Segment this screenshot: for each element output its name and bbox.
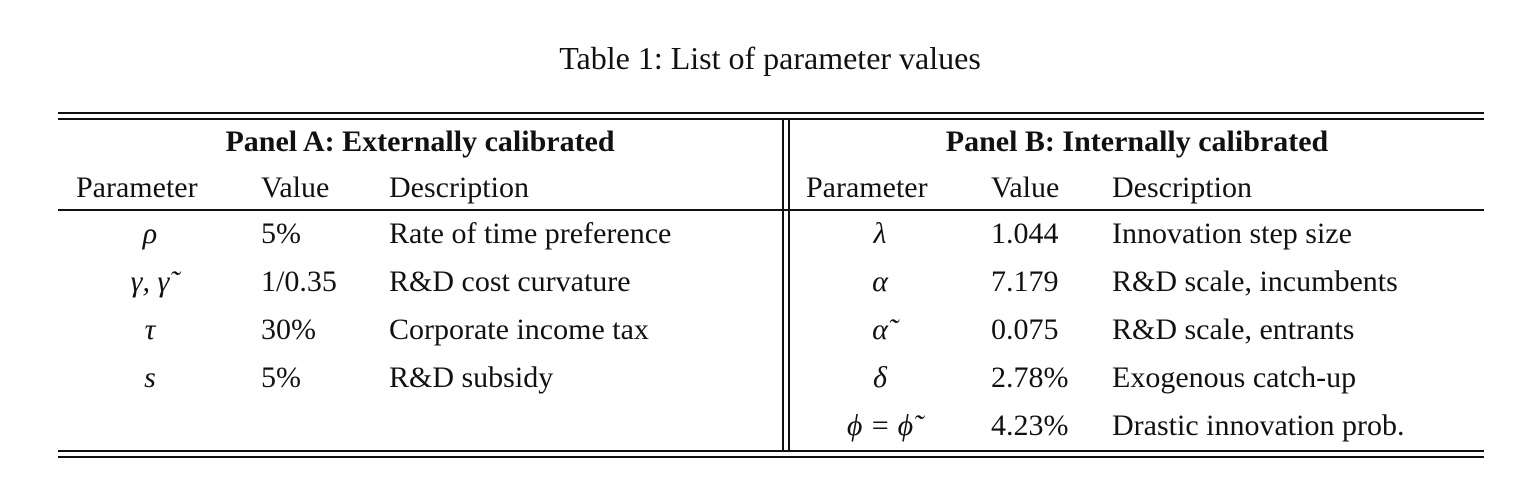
- panel-a-param: τ: [144, 313, 156, 346]
- panel-b-description: R&D scale, incumbents: [1112, 265, 1398, 298]
- panel-a-header-parameter: Parameter: [76, 171, 198, 204]
- panel-a-description: Rate of time preference: [389, 217, 672, 250]
- panel-b-value: 4.23%: [991, 409, 1069, 442]
- panel-b-param: δ: [873, 361, 887, 394]
- panel-a-header-value: Value: [261, 171, 330, 204]
- panel-b-value: 2.78%: [991, 361, 1069, 394]
- panel-a-value: 5%: [261, 217, 301, 250]
- panel-b-param: λ: [873, 217, 887, 250]
- panel-divider-right: [788, 118, 790, 450]
- panel-a-param: γ, γ̃: [130, 265, 170, 298]
- panel-a-description: R&D cost curvature: [389, 265, 631, 298]
- panel-a-description: Corporate income tax: [389, 313, 649, 346]
- top-rule-outer: [58, 112, 1484, 114]
- header-rule: [58, 209, 1484, 211]
- panel-a-param: ρ: [142, 217, 158, 250]
- panel-b-title: Panel B: Internally calibrated: [945, 125, 1329, 158]
- panel-b-param: ϕ = ϕ̃: [846, 409, 914, 442]
- panel-b-header-parameter: Parameter: [806, 171, 928, 204]
- panel-a-value: 1/0.35: [261, 265, 337, 298]
- panel-b-value: 1.044: [991, 217, 1059, 250]
- panel-a-param: s: [144, 361, 156, 394]
- panel-a-value: 30%: [261, 313, 316, 346]
- bottom-rule-outer: [58, 456, 1484, 458]
- panel-b-description: Innovation step size: [1112, 217, 1352, 250]
- top-rule-inner: [58, 118, 1484, 120]
- panel-a-title: Panel A: Externally calibrated: [225, 125, 615, 158]
- panel-b-param: α̃: [872, 313, 888, 346]
- panel-b-header-value: Value: [991, 171, 1060, 204]
- panel-a-header-description: Description: [389, 171, 529, 204]
- panel-b-value: 7.179: [991, 265, 1059, 298]
- panel-b-param: α: [872, 265, 888, 298]
- panel-b-description: R&D scale, entrants: [1112, 313, 1355, 346]
- panel-a-value: 5%: [261, 361, 301, 394]
- panel-b-description: Exogenous catch-up: [1112, 361, 1357, 394]
- panel-b-description: Drastic innovation prob.: [1112, 409, 1405, 442]
- panel-a-description: R&D subsidy: [389, 361, 554, 394]
- panel-divider-left: [782, 118, 784, 450]
- table-caption: Table 1: List of parameter values: [559, 40, 981, 76]
- bottom-rule-inner: [58, 450, 1484, 452]
- panel-b-value: 0.075: [991, 313, 1059, 346]
- panel-b-header-description: Description: [1112, 171, 1252, 204]
